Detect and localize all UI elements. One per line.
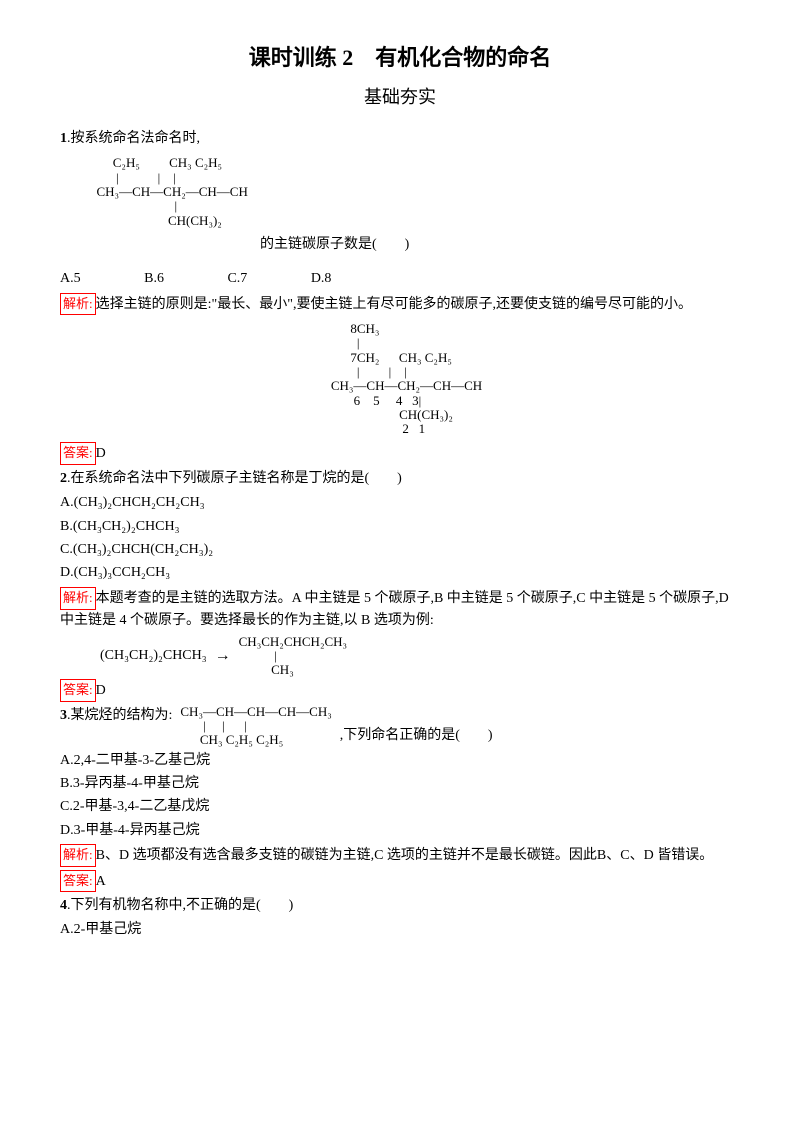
answer-label: 答案: <box>60 442 96 465</box>
q1-options: A.5 B.6 C.7 D.8 <box>60 268 740 290</box>
q1-optC: C.7 <box>227 268 247 290</box>
q2-ans: D <box>96 683 106 698</box>
jiexi-label: 解析: <box>60 293 96 316</box>
q2-num: 2 <box>60 471 67 486</box>
q2-formula-row: (CH₃CH₂)₂CHCH₃ → CH₃CH₂CHCH₂CH₃ | CH₃ <box>100 635 740 678</box>
q2-optA: A.(CH₃)₂CHCH₂CH₂CH₃ <box>60 492 740 514</box>
page-title: 课时训练 2 有机化合物的命名 <box>60 40 740 75</box>
q1-jiexi-text: 选择主链的原则是:"最长、最小",要使主链上有尽可能多的碳原子,还要使支链的编号… <box>96 297 692 312</box>
q4-optA: A.2-甲基己烷 <box>60 919 740 941</box>
answer-label: 答案: <box>60 870 96 893</box>
q3-stem-post: ,下列命名正确的是( ) <box>340 725 493 747</box>
q1-jiexi: 解析:选择主链的原则是:"最长、最小",要使主链上有尽可能多的碳原子,还要使支链… <box>60 293 740 316</box>
q3-optD: D.3-甲基-4-异丙基己烷 <box>60 820 740 842</box>
q3-stem-pre: .某烷烃的结构为: <box>67 708 172 723</box>
q1-text: .按系统命名法命名时, <box>67 131 200 146</box>
q1-ans: D <box>96 446 106 461</box>
q4-num: 4 <box>60 898 67 913</box>
q4-stem: 4.下列有机物名称中,不正确的是( ) <box>60 895 740 917</box>
q2-answer: 答案:D <box>60 679 740 702</box>
q3-jiexi: 解析:B、D 选项都没有选含最多支链的碳链为主链,C 选项的主链并不是最长碳链。… <box>60 844 740 867</box>
q1-stem: 1.按系统命名法命名时, <box>60 128 740 150</box>
q3-num: 3 <box>60 708 67 723</box>
q1-optA: A.5 <box>60 268 81 290</box>
q2-optB: B.(CH₃CH₂)₂CHCH₃ <box>60 516 740 538</box>
q2-text: .在系统命名法中下列碳原子主链名称是丁烷的是( ) <box>67 471 402 486</box>
q2-formula-right: CH₃CH₂CHCH₂CH₃ | CH₃ <box>239 635 347 678</box>
q1-tail: 的主链碳原子数是( ) <box>260 237 409 252</box>
q3-stem-row: 3.某烷烃的结构为: CH₃—CH—CH—CH—CH₃ | | | CH₃ C₂… <box>60 705 740 748</box>
q3-ans: A <box>96 874 106 889</box>
q2-jiexi: 解析:本题考查的是主链的选取方法。A 中主链是 5 个碳原子,B 中主链是 5 … <box>60 587 740 633</box>
q1-optD: D.8 <box>311 268 332 290</box>
q2-optD: D.(CH₃)₃CCH₂CH₃ <box>60 562 740 584</box>
q2-formula-left: (CH₃CH₂)₂CHCH₃ <box>100 645 207 667</box>
q3-stem-pre-wrap: 3.某烷烃的结构为: <box>60 705 172 727</box>
q3-answer: 答案:A <box>60 870 740 893</box>
page-subtitle: 基础夯实 <box>60 83 740 112</box>
q1-num: 1 <box>60 131 67 146</box>
q3-optA: A.2,4-二甲基-3-乙基己烷 <box>60 750 740 772</box>
q2-stem: 2.在系统命名法中下列碳原子主链名称是丁烷的是( ) <box>60 468 740 490</box>
answer-label: 答案: <box>60 679 96 702</box>
q3-optB: B.3-异丙基-4-甲基己烷 <box>60 773 740 795</box>
q3-structure: CH₃—CH—CH—CH—CH₃ | | | CH₃ C₂H₅ C₂H₅ <box>180 705 331 748</box>
q2-optC: C.(CH₃)₂CHCH(CH₂CH₃)₂ <box>60 539 740 561</box>
jiexi-label: 解析: <box>60 587 96 610</box>
q3-optC: C.2-甲基-3,4-二乙基戊烷 <box>60 796 740 818</box>
arrow-icon: → <box>215 643 231 669</box>
q3-jiexi-text: B、D 选项都没有选含最多支链的碳链为主链,C 选项的主链并不是最长碳链。因此B… <box>96 848 714 863</box>
q1-optB: B.6 <box>144 268 164 290</box>
q1-structure2: 8CH₃ | 7CH₂ CH₃ C₂H₅ | | | CH₃—CH—CH₂—CH… <box>318 322 482 436</box>
q2-jiexi-text: 本题考查的是主链的选取方法。A 中主链是 5 个碳原子,B 中主链是 5 个碳原… <box>60 591 729 628</box>
q1-answer: 答案:D <box>60 442 740 465</box>
q4-text: .下列有机物名称中,不正确的是( ) <box>67 898 293 913</box>
jiexi-label: 解析: <box>60 844 96 867</box>
q1-structure1: C₂H₅ CH₃ C₂H₅ | | | CH₃—CH—CH₂—CH—CH | C… <box>90 156 740 227</box>
